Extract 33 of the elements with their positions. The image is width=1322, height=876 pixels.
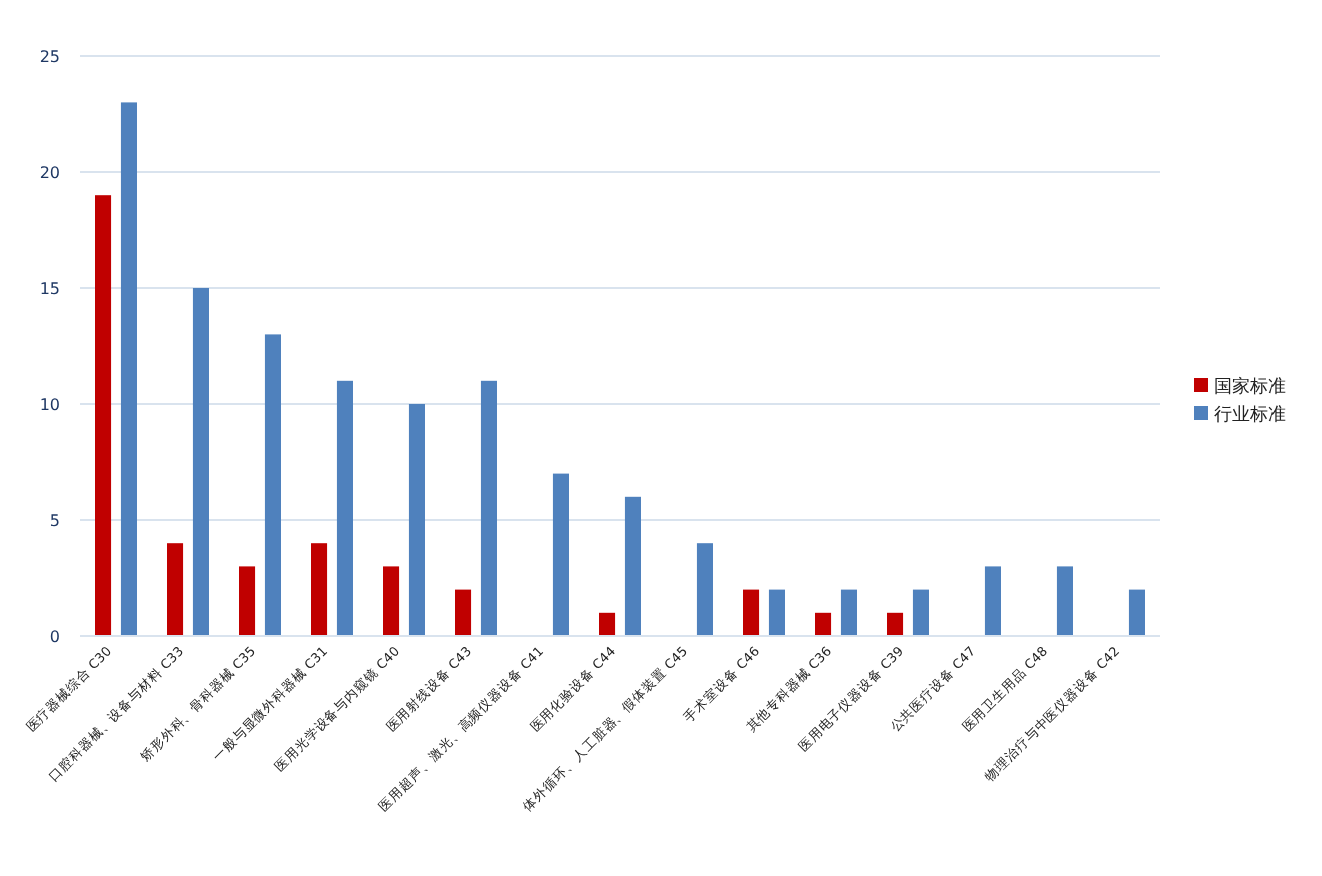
bar <box>120 102 137 636</box>
bar <box>336 380 353 636</box>
y-tick-label: 25 <box>39 48 60 66</box>
bar <box>984 566 1001 636</box>
bar <box>912 589 929 636</box>
bar <box>743 589 760 636</box>
bar <box>95 195 112 636</box>
legend-label: 国家标准 <box>1214 376 1286 398</box>
bar <box>887 612 904 636</box>
bar <box>696 543 713 636</box>
bar <box>167 543 184 636</box>
bar <box>383 566 400 636</box>
bar <box>408 404 425 636</box>
y-tick-label: 5 <box>49 512 60 530</box>
bar <box>1128 589 1145 636</box>
bar <box>480 380 497 636</box>
bar <box>239 566 256 636</box>
bar <box>455 589 472 636</box>
bar <box>815 612 832 636</box>
bar <box>840 589 857 636</box>
bar <box>192 288 209 636</box>
y-tick-label: 0 <box>49 628 60 646</box>
bar <box>1056 566 1073 636</box>
y-tick-label: 10 <box>39 396 60 414</box>
bar <box>599 612 616 636</box>
bar <box>768 589 785 636</box>
bar <box>264 334 281 636</box>
bar <box>552 473 569 636</box>
bar <box>624 496 641 636</box>
legend-label: 行业标准 <box>1214 404 1286 426</box>
bar <box>311 543 328 636</box>
y-tick-label: 15 <box>39 280 60 298</box>
y-tick-label: 20 <box>39 164 60 182</box>
